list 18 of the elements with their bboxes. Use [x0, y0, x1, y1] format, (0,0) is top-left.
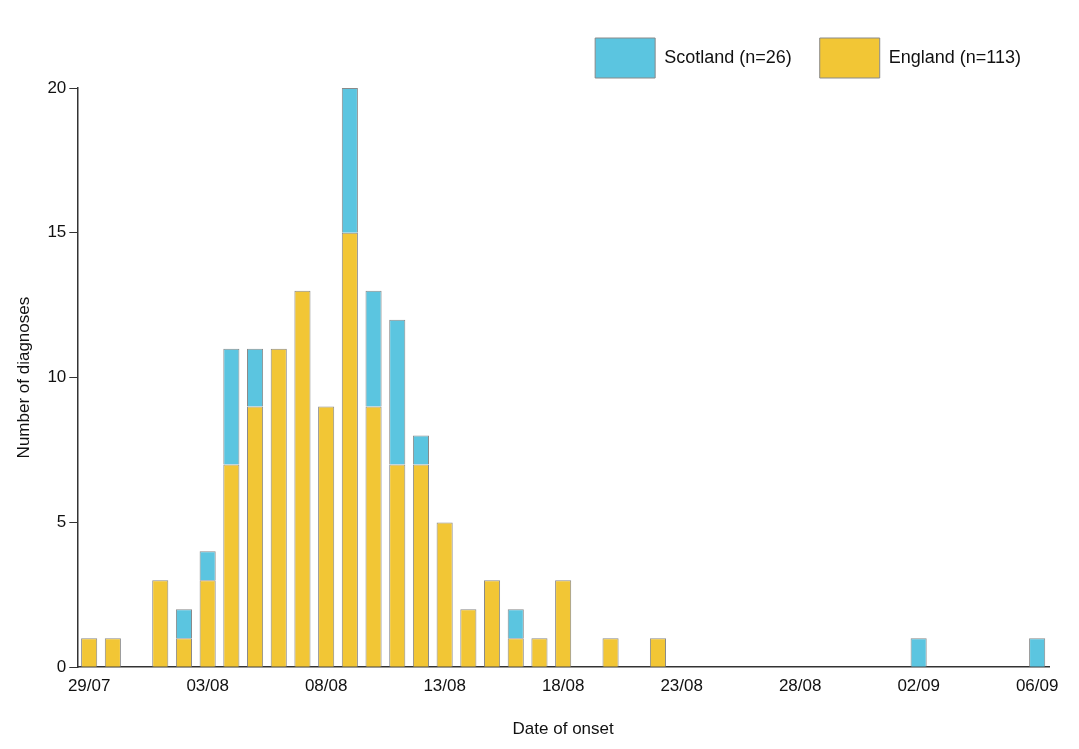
x-tick-label: 02/09 — [897, 676, 940, 696]
x-tick-label: 13/08 — [423, 676, 466, 696]
x-tick-label: 28/08 — [778, 676, 822, 696]
y-tick-label: 15 — [47, 222, 67, 242]
y-tick-label: 20 — [47, 77, 67, 97]
legend-label: England (n=113) — [888, 46, 1022, 67]
y-axis-title: Number of diagnoses — [13, 296, 33, 459]
x-tick-label: 23/08 — [660, 676, 703, 696]
y-tick-label: 0 — [56, 656, 67, 676]
x-tick-label: 18/08 — [541, 676, 585, 696]
y-tick-label: 5 — [56, 512, 67, 532]
legend-label: Scotland (n=26) — [664, 46, 792, 67]
x-tick-label: 29/07 — [67, 676, 111, 696]
x-tick-label: 08/08 — [304, 676, 348, 696]
x-axis-title: Date of onset — [512, 719, 614, 739]
y-tick-label: 10 — [47, 367, 67, 387]
x-tick-label: 06/09 — [1015, 676, 1059, 696]
x-tick-label: 03/08 — [186, 676, 229, 696]
